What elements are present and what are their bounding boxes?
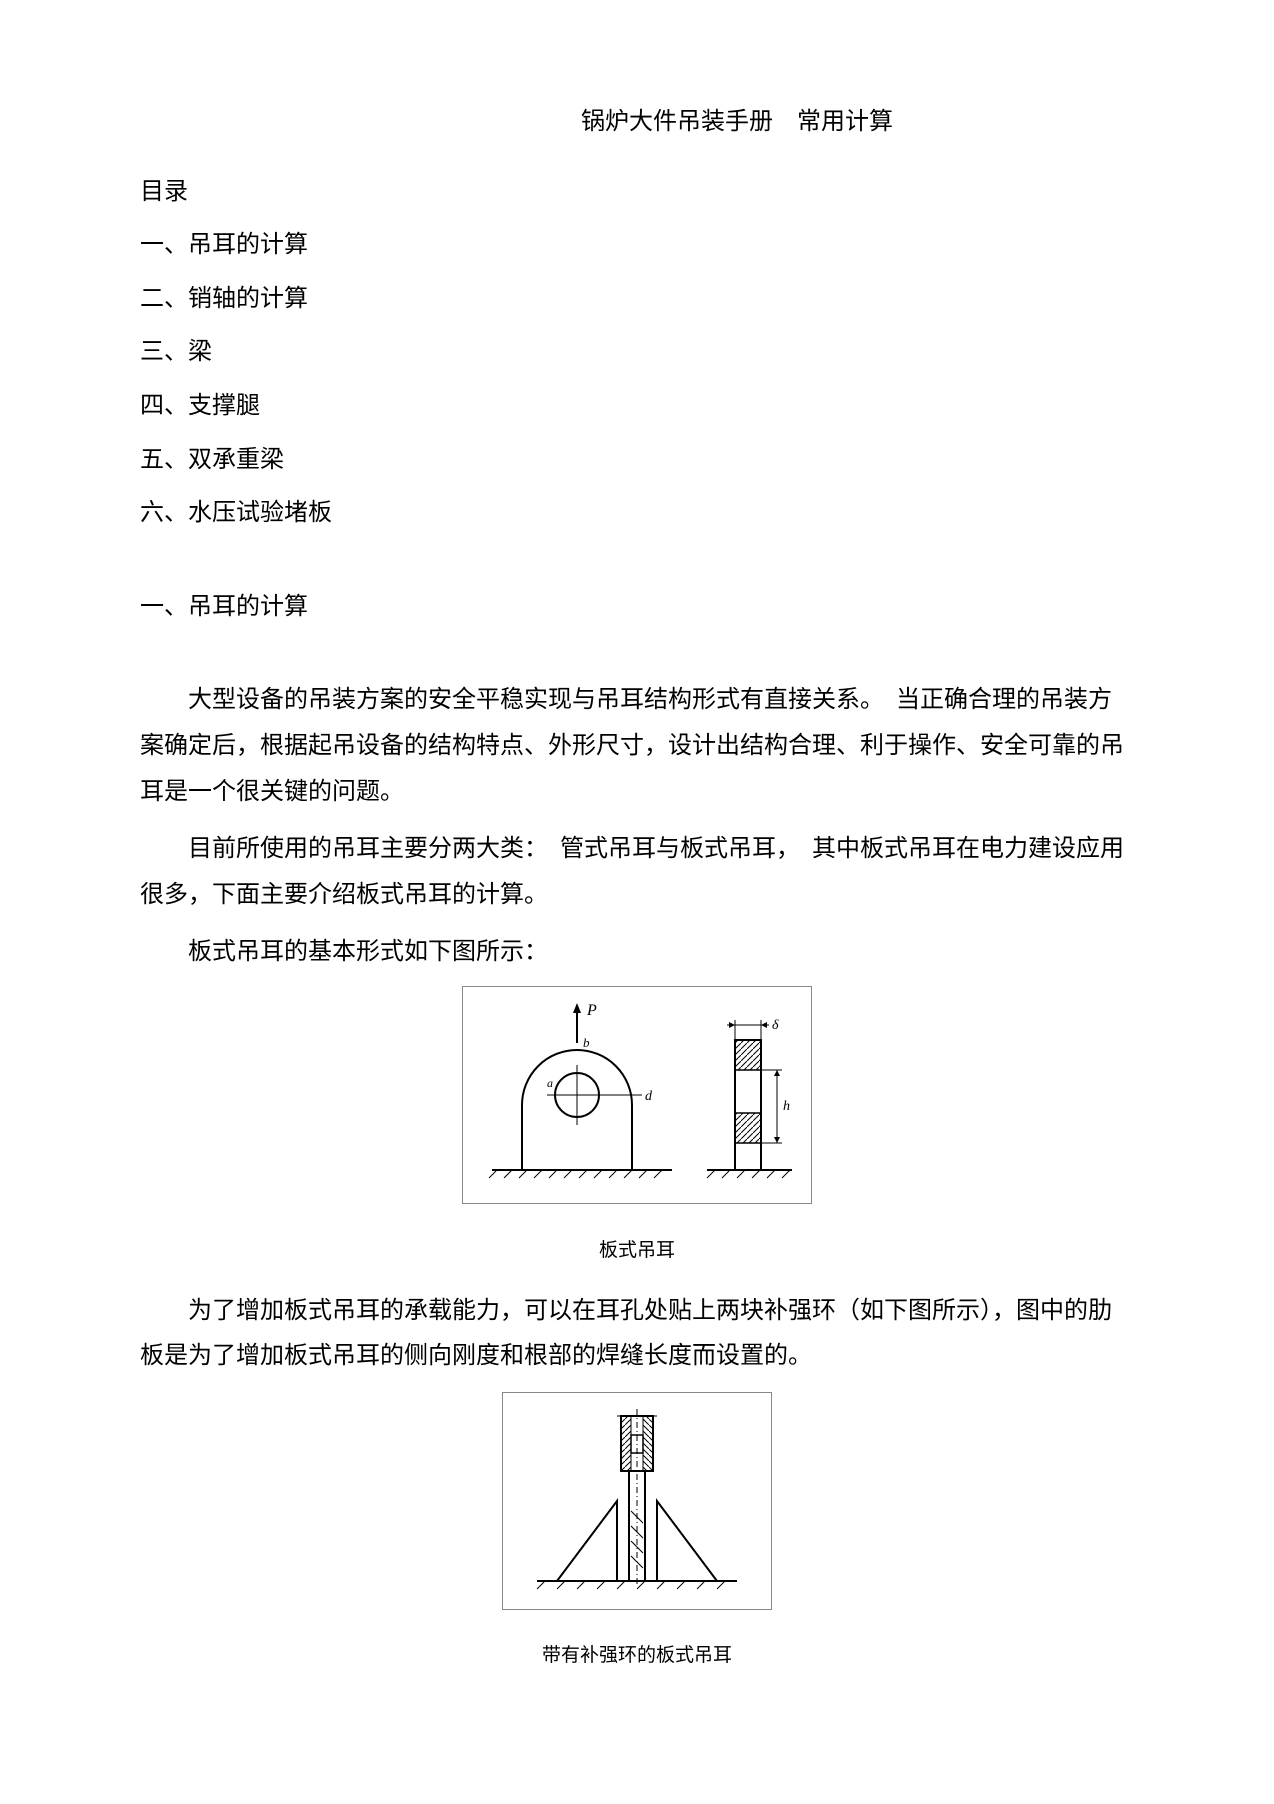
- toc-heading: 目录: [140, 170, 1134, 216]
- label-p: P: [586, 1002, 597, 1019]
- label-b: b: [583, 1035, 590, 1050]
- figure-frame: [502, 1392, 772, 1610]
- figure-reinforced-lug: [140, 1392, 1134, 1627]
- paragraph: 目前所使用的吊耳主要分两大类： 管式吊耳与板式吊耳， 其中板式吊耳在电力建设应用…: [140, 827, 1134, 918]
- toc-item: 五、双承重梁: [140, 438, 1134, 484]
- toc-item: 一、吊耳的计算: [140, 223, 1134, 269]
- toc-item: 四、支撑腿: [140, 384, 1134, 430]
- toc-item: 三、梁: [140, 330, 1134, 376]
- toc-item: 六、水压试验堵板: [140, 491, 1134, 537]
- label-h: h: [783, 1099, 790, 1114]
- label-a: a: [547, 1076, 553, 1090]
- reinforced-lug-diagram: [517, 1401, 757, 1601]
- paragraph: 为了增加板式吊耳的承载能力，可以在耳孔处贴上两块补强环（如下图所示），图中的肋板…: [140, 1289, 1134, 1380]
- label-d: d: [645, 1089, 653, 1104]
- figure-frame: P b d a: [462, 986, 812, 1204]
- paragraph: 板式吊耳的基本形式如下图所示：: [140, 930, 1134, 976]
- figure-caption: 带有补强环的板式吊耳: [140, 1638, 1134, 1674]
- section-heading: 一、吊耳的计算: [140, 585, 1134, 631]
- label-delta: δ: [772, 1018, 779, 1033]
- document-title: 锅炉大件吊装手册 常用计算: [340, 100, 1134, 146]
- plate-lug-diagram: P b d a: [477, 995, 797, 1195]
- toc-item: 二、销轴的计算: [140, 277, 1134, 323]
- paragraph: 大型设备的吊装方案的安全平稳实现与吊耳结构形式有直接关系。 当正确合理的吊装方案…: [140, 678, 1134, 815]
- figure-caption: 板式吊耳: [140, 1233, 1134, 1269]
- figure-plate-lug: P b d a: [140, 986, 1134, 1221]
